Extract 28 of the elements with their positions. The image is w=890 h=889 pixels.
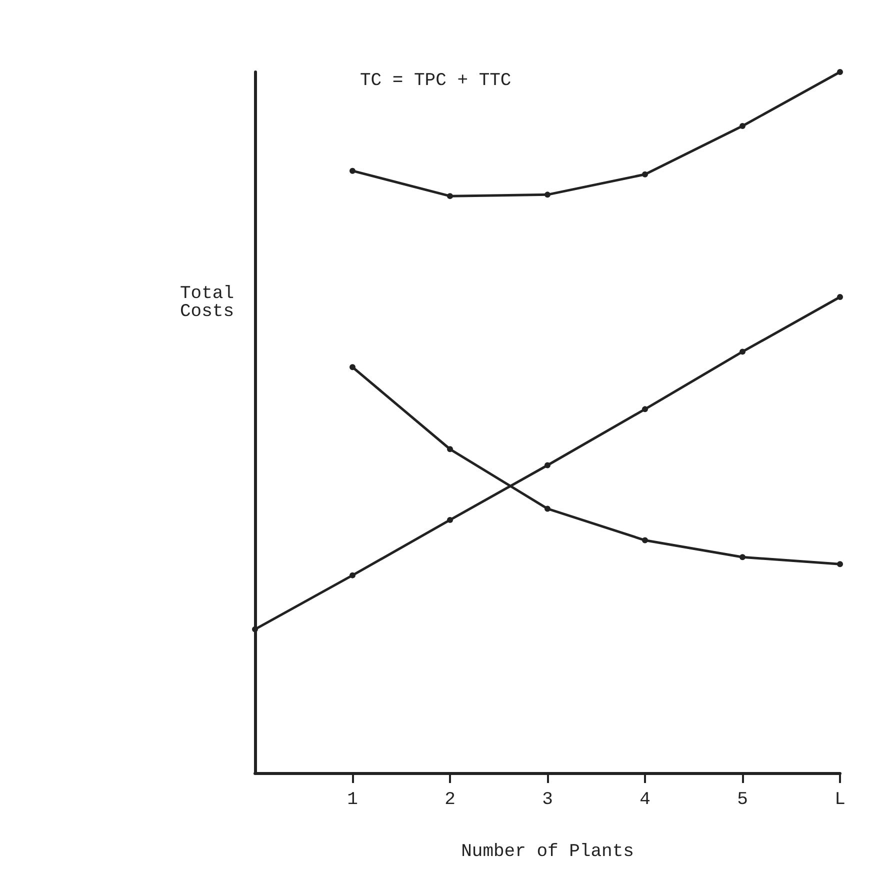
- point: [252, 626, 258, 632]
- point: [350, 364, 356, 370]
- point: [837, 294, 843, 300]
- point: [544, 192, 550, 198]
- point: [544, 506, 550, 512]
- x-tick-label: 4: [640, 790, 650, 810]
- y-axis-title: Total Costs: [180, 284, 234, 322]
- x-tick-label: 5: [737, 790, 748, 810]
- point: [447, 446, 453, 452]
- point: [837, 561, 843, 568]
- point: [740, 122, 746, 129]
- point: [447, 516, 453, 523]
- annotation: TC = TPC + TTC: [360, 71, 512, 91]
- point: [837, 69, 843, 75]
- x-tick-label: L: [834, 790, 846, 810]
- x-axis-title: Number of Plants: [461, 842, 634, 862]
- point: [350, 168, 356, 174]
- point: [642, 537, 648, 544]
- point: [447, 193, 453, 200]
- point: [642, 171, 648, 178]
- x-tick-label: 3: [542, 790, 553, 810]
- point: [740, 348, 746, 355]
- x-tick-label: 2: [444, 790, 456, 810]
- x-tick-label: 1: [347, 790, 358, 810]
- point: [544, 462, 550, 468]
- point: [350, 572, 356, 578]
- point: [740, 554, 746, 560]
- point: [642, 406, 648, 412]
